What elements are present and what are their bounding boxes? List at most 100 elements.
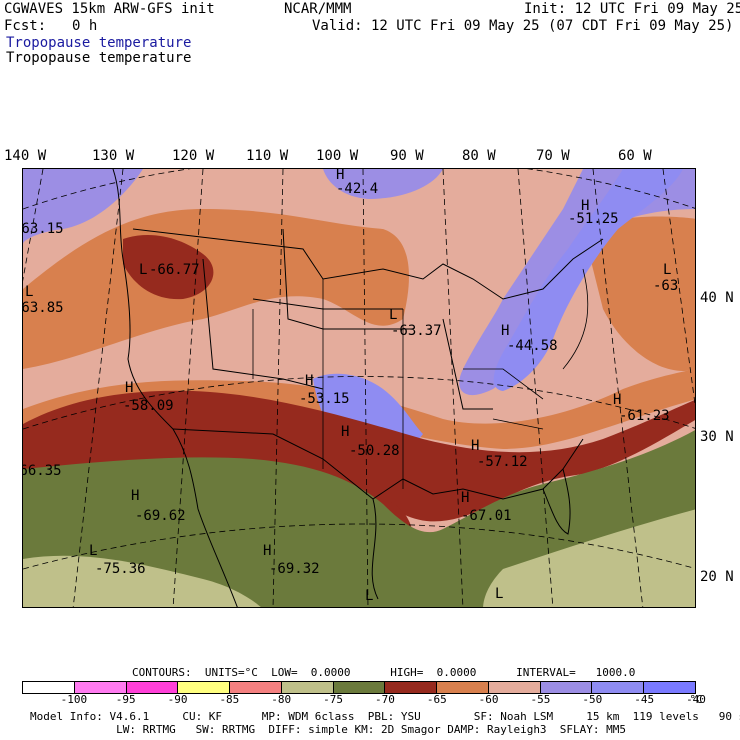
extrema-value: -63.15 [22,221,64,237]
lon-label: 110 W [246,148,289,164]
band-80-75-sw [23,555,261,607]
band-50-45-ne [493,169,683,391]
band-55-50-nw [23,169,143,244]
extrema-value: -63.85 [22,300,64,316]
colorbar-swatch [437,682,489,693]
extrema-marker: H [471,438,480,454]
extrema-value: -63.37 [391,323,442,339]
lat-label: 20 N [700,569,734,585]
forecast-hour: 0 h [72,18,98,34]
extrema-marker: L [663,262,672,278]
colorbar-label: -65 [426,693,447,706]
extrema-value: -50.28 [349,443,400,459]
lon-label: 130 W [92,148,135,164]
contour-info: CONTOURS: UNITS=°C LOW= 0.0000 HIGH= 0.0… [132,666,636,679]
lon-label: 120 W [172,148,215,164]
extrema-marker: L [365,588,374,604]
colorbar-label: -100 [60,693,88,706]
extrema-value: -63 [653,278,679,294]
extrema-marker: H [613,392,622,408]
extrema-marker: L [89,543,98,559]
colorbar-swatch [385,682,438,693]
extrema-marker: H [581,198,590,214]
extrema-marker: H [305,373,314,389]
graticule [23,169,695,607]
extrema-value: -51.25 [568,211,619,227]
lon-label: 100 W [316,148,359,164]
colorbar-label: -60 [478,693,499,706]
extrema-value: -53.15 [299,391,350,407]
extrema-value: -61.23 [619,408,670,424]
band-65-60-east [583,216,695,371]
colorbar [22,681,696,694]
extrema-value: -58.09 [123,398,174,414]
colorbar-label: -55 [530,693,551,706]
colorbar-swatch [592,682,645,693]
extrema-marker: L [139,262,148,278]
extrema-marker: L [25,284,34,300]
colorbar-label: -90 [167,693,188,706]
model-info-line-2: LW: RRTMG SW: RRTMG DIFF: simple KM: 2D … [30,723,627,736]
coastlines [112,169,604,607]
lon-label: 60 W [618,148,652,164]
band-70-65-south [23,390,695,522]
field-title-primary: Tropopause temperature [6,35,192,51]
colorbar-label: -85 [219,693,240,706]
extrema-marker: H [336,168,345,183]
lon-label: 70 W [536,148,570,164]
colorbar-swatch [488,682,541,693]
band-80-75-se [483,509,695,607]
colorbar-swatch [644,682,695,693]
borders [252,268,589,489]
colorbar-swatch [230,682,282,693]
band-70-65-north [123,234,214,300]
extrema-value: -42.4 [336,181,379,197]
colorbar-label: -45 [634,693,655,706]
colorbar-swatch [281,682,334,693]
model-info-line-1: Model Info: V4.6.1 CU: KF MP: WDM 6class… [30,710,740,723]
extrema-value: -69.62 [135,508,186,524]
band-55-50-top [323,169,443,199]
extrema-marker: L [389,307,398,323]
lat-label: 30 N [700,429,734,445]
colorbar-label: °C [689,693,703,706]
extrema-value: -44.58 [507,338,558,354]
extrema-marker: L [495,586,504,602]
org-label: NCAR/MMM [284,1,352,17]
colorbar-swatch [23,682,75,693]
extrema-value: -66.77 [149,262,200,278]
map-svg [23,169,695,607]
lon-label: 90 W [390,148,424,164]
extrema-value: -66.35 [23,463,62,479]
extrema-marker: H [461,490,470,506]
extrema-value: -69.32 [269,561,320,577]
colorbar-label: -70 [374,693,395,706]
colorbar-label: -95 [115,693,136,706]
colorbar-label: -75 [323,693,343,706]
extrema-value: -75.36 [95,561,146,577]
lon-label: 80 W [462,148,496,164]
colorbar-swatch [74,682,127,693]
extrema-marker: H [501,323,510,339]
init-time: Init: 12 UTC Fri 09 May 25 [524,1,740,17]
map-panel: H -42.4 -63.15 H -51.25 L -66.77 L -63.8… [22,168,696,608]
band-65-60-north [23,209,409,369]
field-title-secondary: Tropopause temperature [6,50,192,66]
extrema-marker: H [341,424,350,440]
colorbar-label: -40 [686,693,706,706]
extrema-marker: H [125,380,134,396]
forecast-label: Fcst: [4,18,47,34]
colorbar-swatch [333,682,386,693]
extrema-marker: H [263,543,272,559]
extrema-marker: H [131,488,140,504]
model-title: CGWAVES 15km ARW-GFS init [4,1,215,17]
lon-label: 140 W [4,148,47,164]
extrema-value: -67.01 [461,508,512,524]
colorbar-swatch [126,682,179,693]
extrema-value: -57.12 [477,454,528,470]
colorbar-swatch [540,682,593,693]
colorbar-label: -80 [271,693,292,706]
lat-label: 40 N [700,290,734,306]
colorbar-swatch [178,682,231,693]
valid-time: Valid: 12 UTC Fri 09 May 25 (07 CDT Fri … [312,18,734,34]
